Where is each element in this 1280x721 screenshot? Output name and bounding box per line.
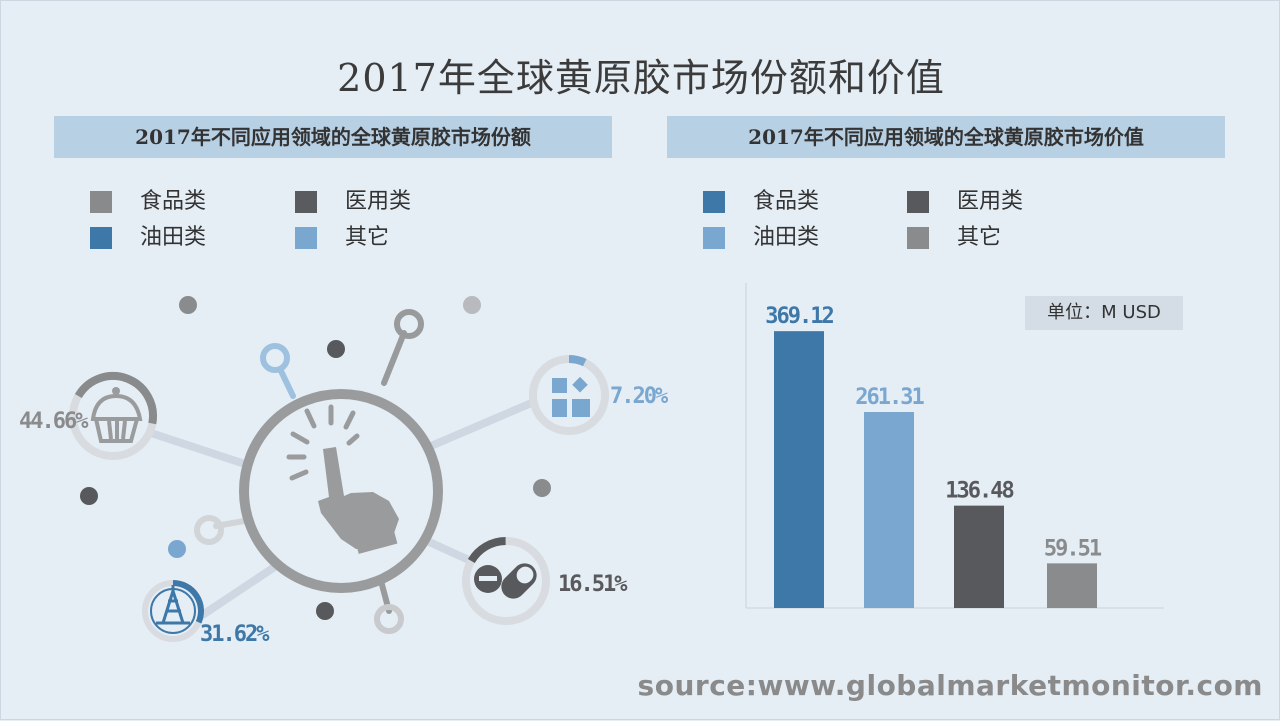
unit-label: 单位：M USD <box>1025 296 1183 330</box>
bar-other <box>1047 563 1097 608</box>
connector-oilfield <box>197 562 280 620</box>
connector-other <box>427 397 540 450</box>
legend-label: 其它 <box>345 225 390 250</box>
pill-icon <box>474 563 537 599</box>
pin-stick <box>381 330 407 386</box>
decor-dot <box>179 296 197 314</box>
pin-stick <box>278 368 296 399</box>
share-hub-chart: 44.66% 7.20% 16.51% 31.62% <box>19 296 671 647</box>
pct-label-food: 44.66% <box>19 409 89 434</box>
legend-label: 油田类 <box>140 225 207 250</box>
legend-swatch <box>295 191 317 213</box>
decor-dot <box>327 340 345 358</box>
share-panel-header: 2017年不同应用领域的全球黄原胶市场份额 <box>54 116 612 158</box>
donut-medical-segment <box>467 537 506 564</box>
pct-label-other: 7.20% <box>610 384 669 409</box>
bar-series: 369.12 261.31 136.48 59.51 <box>765 304 1104 608</box>
donut-other-segment <box>568 355 587 367</box>
legend-label: 医用类 <box>957 189 1024 214</box>
pin-ring <box>394 309 424 339</box>
donut-other-track <box>529 355 609 435</box>
grid-icon <box>552 376 590 417</box>
value-bar-chart: 369.12 261.31 136.48 59.51 <box>745 283 1164 609</box>
legend-swatch <box>90 227 112 249</box>
legend-label: 油田类 <box>753 225 820 250</box>
hand-pointer-icon <box>286 404 399 554</box>
value-panel-header: 2017年不同应用领域的全球黄原胶市场价值 <box>667 116 1225 158</box>
legend-label: 医用类 <box>345 189 412 214</box>
decor-dot <box>168 540 186 558</box>
legend-swatch <box>703 227 725 249</box>
donut-food-segment <box>74 372 157 425</box>
bar-food <box>774 331 824 608</box>
legend-label: 其它 <box>957 225 1002 250</box>
decor-dot <box>80 487 98 505</box>
decor-dot <box>533 479 551 497</box>
bar-oilfield <box>864 412 914 608</box>
bar-value-label-medical: 136.48 <box>945 479 1013 504</box>
decor-dot <box>463 296 481 314</box>
pin-ring <box>194 515 224 545</box>
connector-food <box>147 429 255 470</box>
pin-ring <box>374 604 404 634</box>
legend-swatch <box>907 191 929 213</box>
legend-label: 食品类 <box>140 189 207 214</box>
oil-derrick-icon <box>156 585 190 625</box>
legend-swatch <box>295 227 317 249</box>
pin-sticks-blue <box>278 368 296 399</box>
page-title: 2017年全球黄原胶市场份额和价值 <box>337 56 945 100</box>
bar-value-label-oilfield: 261.31 <box>855 385 924 410</box>
bar-value-label-food: 369.12 <box>765 304 833 329</box>
pct-label-medical: 16.51% <box>558 572 628 597</box>
pin-ring <box>260 343 290 373</box>
legend-swatch <box>907 227 929 249</box>
source-credit: source:www.globalmarketmonitor.com <box>637 669 1263 702</box>
donut-oilfield-segment <box>172 580 204 624</box>
legend-swatch <box>90 191 112 213</box>
bar-value-label-other: 59.51 <box>1044 536 1102 561</box>
legend-label: 食品类 <box>753 189 820 214</box>
bar-medical <box>954 505 1004 608</box>
pct-label-oilfield: 31.62% <box>200 622 270 647</box>
legend-swatch <box>703 191 725 213</box>
cupcake-icon <box>90 387 143 443</box>
decor-dot <box>316 602 334 620</box>
